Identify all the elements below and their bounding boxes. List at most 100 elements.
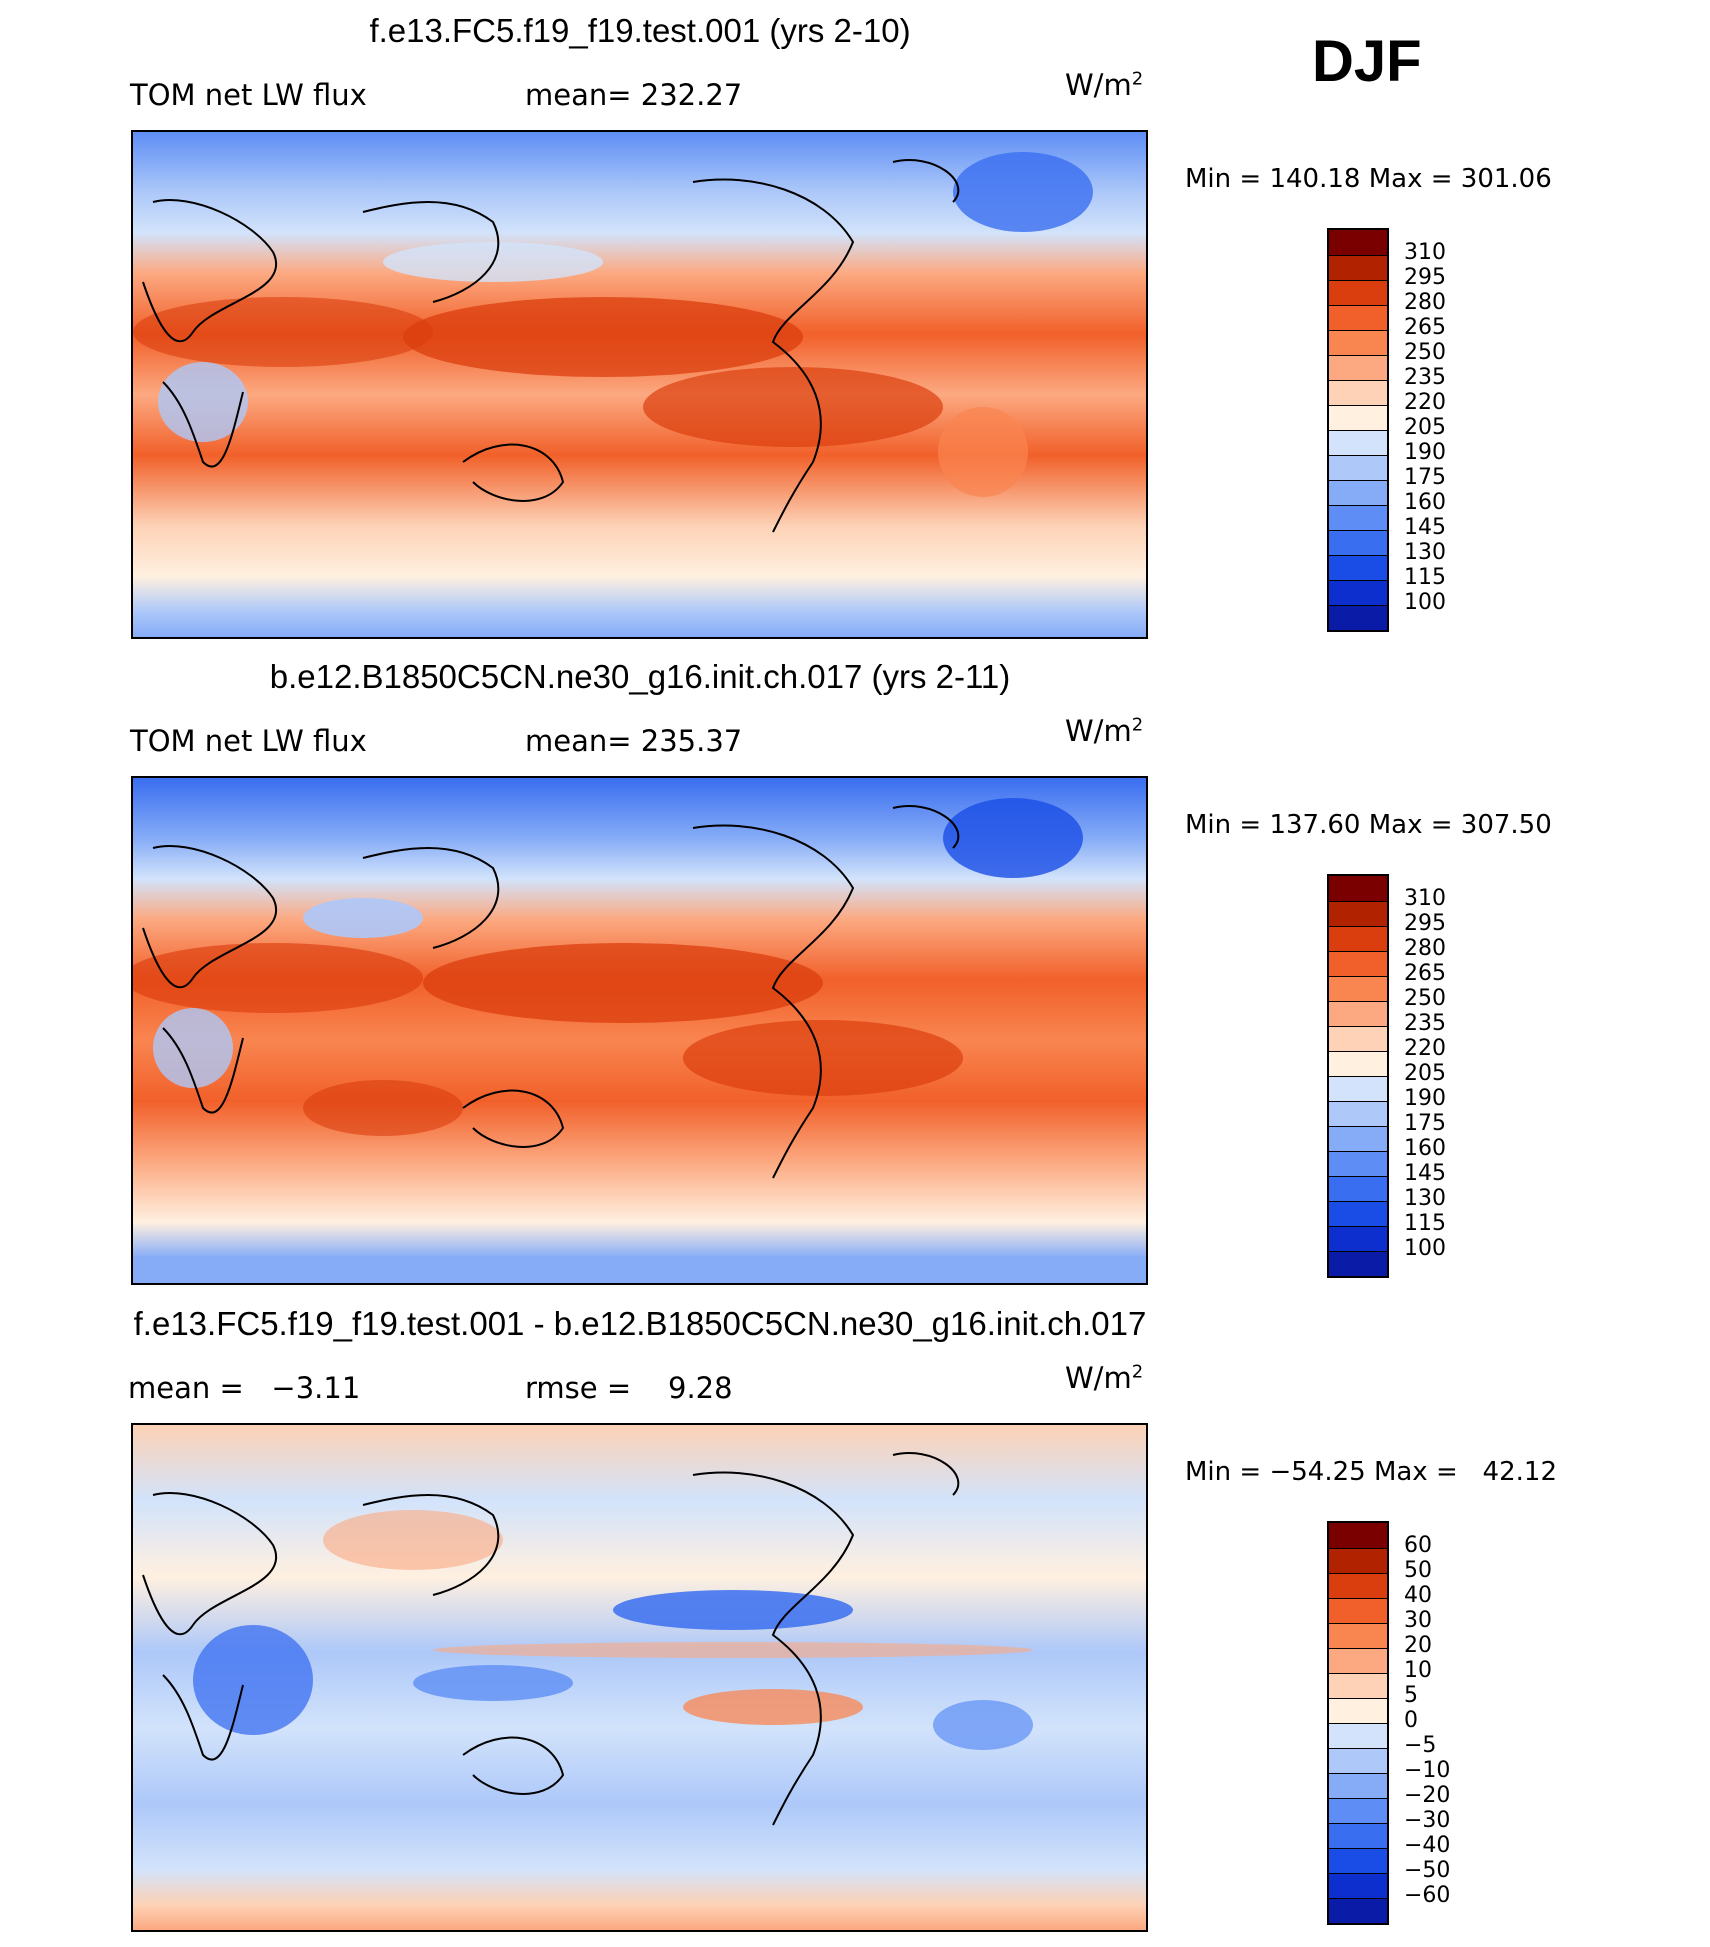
panel1-colorbar-tick: 175 <box>1404 465 1446 490</box>
panel3-mean: mean = −3.11 <box>128 1371 360 1405</box>
panel2-colorbar-tick: 190 <box>1404 1086 1446 1111</box>
panel3-colorbar-tick: −20 <box>1404 1783 1451 1808</box>
panel2-colorbar-swatch <box>1329 1126 1387 1151</box>
panel2-colorbar-tick: 295 <box>1404 911 1446 936</box>
panel2-title: b.e12.B1850C5CN.ne30_g16.init.ch.017 (yr… <box>269 658 1011 695</box>
panel2-colorbar-swatch <box>1329 1201 1387 1226</box>
panel1-colorbar-swatch <box>1329 280 1387 305</box>
panel2-minmax: Min = 137.60 Max = 307.50 <box>1185 810 1552 840</box>
panel3-coast-africa-europe <box>142 1492 277 1636</box>
panel1-colorbar-swatch <box>1329 255 1387 280</box>
panel3-min-value: −54.25 <box>1269 1457 1366 1487</box>
panel2-max-value: 307.50 <box>1460 810 1552 840</box>
panel3-coast-south-africa <box>162 1674 244 1761</box>
panel1-min-label: Min = <box>1185 164 1262 194</box>
panel2-indian-max <box>303 1080 463 1136</box>
panel3-colorbar-swatch <box>1329 1748 1387 1773</box>
panel1-colorbar-swatch <box>1329 580 1387 605</box>
panel2-colorbar-swatch <box>1329 1226 1387 1251</box>
panel3-rmse-value: 9.28 <box>668 1371 733 1405</box>
panel2-colorbar-tick: 280 <box>1404 936 1446 961</box>
panel1-pacific-max <box>403 297 803 377</box>
units-base: W/m <box>1065 714 1132 748</box>
panel3-colorbar-tick: 30 <box>1404 1608 1432 1633</box>
panel3-colorbar-swatch <box>1329 1623 1387 1648</box>
panel3-colorbar-swatch <box>1329 1523 1387 1548</box>
panel2-coast-south-africa <box>162 1027 244 1114</box>
panel1-colorbar-tick: 235 <box>1404 365 1446 390</box>
panel1-coast-south-africa <box>162 381 244 468</box>
panel2-colorbar-tick: 265 <box>1404 961 1446 986</box>
panel2-colorbar-tick: 145 <box>1404 1161 1446 1186</box>
panel3-colorbar-swatch <box>1329 1823 1387 1848</box>
panel1-sahara-max <box>133 297 433 367</box>
panel3-coast-greenland <box>892 1452 960 1496</box>
panel3-colorbar-tick: 5 <box>1404 1683 1418 1708</box>
panel2-colorbar-tick: 160 <box>1404 1136 1446 1161</box>
units-base: W/m <box>1065 1361 1132 1395</box>
panel3-colorbar-swatch <box>1329 1798 1387 1823</box>
panel2-coast-greenland <box>892 805 960 849</box>
panel1-colorbar-swatch <box>1329 405 1387 430</box>
panel1-colorbar-swatch <box>1329 355 1387 380</box>
panel1-max-label: Max = <box>1368 164 1453 194</box>
panel3-colorbar-swatch <box>1329 1673 1387 1698</box>
panel3-colorbar-tick: 20 <box>1404 1633 1432 1658</box>
panel3-rmse-label: rmse = <box>525 1371 632 1405</box>
panel2-colorbar-swatch <box>1329 901 1387 926</box>
panel2-coast-americas <box>692 824 855 1179</box>
panel1-coast-australia <box>462 443 565 502</box>
panel1-colorbar-swatch <box>1329 605 1387 630</box>
panel1-mean: mean= 232.27 <box>525 78 742 112</box>
panel2-colorbar-swatch <box>1329 1026 1387 1051</box>
panel2-map <box>131 776 1148 1285</box>
panel3-max-value: 42.12 <box>1482 1457 1557 1487</box>
panel1-colorbar-swatch <box>1329 430 1387 455</box>
panel1-coast-americas <box>692 178 855 533</box>
panel3-field <box>133 1425 1146 1930</box>
panel1-colorbar-tick: 160 <box>1404 490 1446 515</box>
panel2-tibet-min <box>303 898 423 938</box>
panel1-greenland-min <box>953 152 1093 232</box>
panel3-coast-australia <box>462 1736 565 1795</box>
panel1-colorbar-swatch <box>1329 330 1387 355</box>
panel1-colorbar-swatch <box>1329 230 1387 255</box>
panel1-africa-convection <box>158 362 248 442</box>
units-exp: 2 <box>1131 68 1144 90</box>
panel2-mean: mean= 235.37 <box>525 724 742 758</box>
panel1-colorbar-swatch <box>1329 555 1387 580</box>
panel3-pacific-max <box>683 1689 863 1725</box>
panel3-colorbar-swatch <box>1329 1873 1387 1898</box>
panel3-mean-value: −3.11 <box>271 1371 361 1405</box>
panel2-colorbar-swatch <box>1329 1151 1387 1176</box>
panel1-colorbar-swatch <box>1329 505 1387 530</box>
panel1-colorbar-swatch <box>1329 455 1387 480</box>
panel2-colorbar-tick: 175 <box>1404 1111 1446 1136</box>
panel3-colorbar-swatch <box>1329 1898 1387 1923</box>
panel3-colorbar-swatch <box>1329 1548 1387 1573</box>
panel2-africa-convection <box>153 1008 233 1088</box>
panel1-colorbar <box>1327 228 1389 632</box>
panel1-colorbar-tick: 265 <box>1404 315 1446 340</box>
panel3-equatorial-band <box>433 1642 1033 1658</box>
panel2-colorbar-tick: 100 <box>1404 1236 1446 1261</box>
panel3-colorbar-tick: 0 <box>1404 1708 1418 1733</box>
panel2-colorbar-tick: 115 <box>1404 1211 1446 1236</box>
panel3-max-label: Max = <box>1373 1457 1458 1487</box>
panel1-colorbar-tick: 205 <box>1404 415 1446 440</box>
panel2-mean-value: 235.37 <box>640 724 743 758</box>
panel3-colorbar-swatch <box>1329 1723 1387 1748</box>
panel3-colorbar-tick: −30 <box>1404 1808 1451 1833</box>
panel3-colorbar-swatch <box>1329 1598 1387 1623</box>
panel2-colorbar-swatch <box>1329 926 1387 951</box>
panel2-colorbar-swatch <box>1329 1051 1387 1076</box>
panel1-coast-africa-europe <box>142 199 277 343</box>
panel2-colorbar-swatch <box>1329 1251 1387 1276</box>
panel1-colorbar-swatch <box>1329 480 1387 505</box>
panel2-variable: TOM net LW flux <box>130 724 367 758</box>
panel2-colorbar-tick: 130 <box>1404 1186 1446 1211</box>
panel3-africa-min <box>193 1625 313 1735</box>
panel3-map <box>131 1423 1148 1932</box>
panel2-greenland-min <box>943 798 1083 878</box>
panel1-colorbar-tick: 310 <box>1404 240 1446 265</box>
